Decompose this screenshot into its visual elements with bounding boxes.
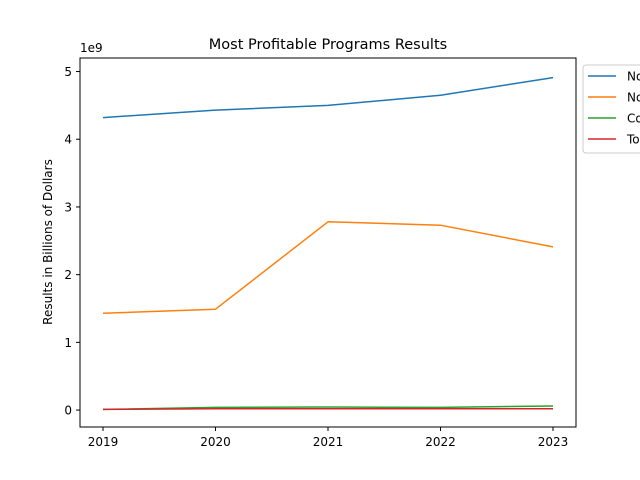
chart-title: Most Profitable Programs Results: [209, 37, 447, 53]
series-line-3: [102, 405, 554, 411]
y-offset-label: 1e9: [80, 41, 103, 55]
x-axis: 2019 2020 2021 2022 2023: [88, 427, 569, 449]
y-axis: 0 1 2 3 4 5: [64, 65, 80, 418]
series-line-2: [102, 221, 554, 315]
legend-label-2: No: [627, 91, 640, 105]
legend-label-3: Co: [627, 112, 640, 126]
y-tick-label: 5: [64, 65, 72, 79]
x-tick-label: 2020: [200, 435, 231, 449]
legend-label-4: To: [626, 133, 640, 147]
y-axis-label: Results in Billions of Dollars: [41, 159, 55, 325]
y-tick-label: 0: [64, 404, 72, 418]
y-tick-label: 3: [64, 200, 72, 214]
y-tick-label: 4: [64, 133, 72, 147]
legend: No No Co To: [582, 64, 640, 154]
series-lines: [102, 76, 554, 411]
legend-box: [582, 64, 640, 154]
x-tick-label: 2022: [425, 435, 456, 449]
legend-label-1: No: [627, 70, 640, 84]
series-line-4: [102, 407, 553, 411]
y-tick-label: 1: [64, 336, 72, 350]
series-line-1: [102, 76, 554, 119]
y-tick-label: 2: [64, 268, 72, 282]
plot-frame: [79, 57, 577, 428]
x-tick-label: 2021: [313, 435, 344, 449]
x-tick-label: 2019: [88, 435, 119, 449]
x-tick-label: 2023: [538, 435, 569, 449]
